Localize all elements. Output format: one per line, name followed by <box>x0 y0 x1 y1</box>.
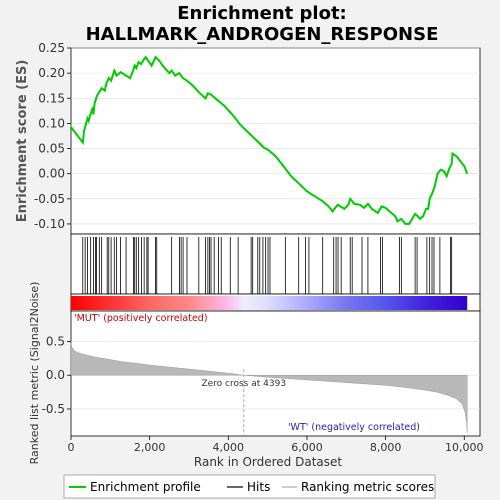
es-tick-label: 0.00 <box>38 167 65 181</box>
legend-hits-label: Hits <box>247 480 270 494</box>
zero-cross-label: Zero cross at 4393 <box>201 379 286 389</box>
es-tick-label: -0.05 <box>34 192 65 206</box>
x-tick-label: 10,000 <box>445 441 484 454</box>
es-gridlines <box>71 47 480 225</box>
legend-frame <box>63 474 436 499</box>
chart-title-line2: HALLMARK_ANDROGEN_RESPONSE <box>86 24 439 45</box>
metric-tick-label: -0.5 <box>42 402 65 416</box>
es-tick-label: 0.20 <box>38 66 65 80</box>
x-tick-label: 2,000 <box>134 441 166 454</box>
metric-tick-label: 0.5 <box>46 334 65 348</box>
ranking-metric-area <box>70 342 468 433</box>
x-tick-label: 4,000 <box>213 441 245 454</box>
rank-color-bar <box>71 296 468 310</box>
es-panel <box>70 47 481 235</box>
x-tick-label: 0 <box>68 441 75 454</box>
x-axis-ticks: 0 2,000 4,000 6,000 8,000 10,000 <box>68 436 484 454</box>
es-tick-label: 0.05 <box>38 142 65 156</box>
es-tick-label: -0.10 <box>34 217 65 231</box>
positive-correlation-label: 'MUT' (positively correlated) <box>74 313 208 324</box>
legend-metric-label: Ranking metric scores <box>301 480 434 494</box>
x-tick-label: 8,000 <box>370 441 402 454</box>
metric-y-axis-ticks: -0.5 0.0 0.5 <box>42 334 71 416</box>
enrichment-profile-line <box>70 55 469 225</box>
legend-enrichment-label: Enrichment profile <box>90 480 201 494</box>
hits-panel <box>70 233 481 295</box>
metric-y-axis-label: Ranked list metric (Signal2Noise) <box>28 282 41 465</box>
x-axis-label: Rank in Ordered Dataset <box>194 455 342 469</box>
legend: Enrichment profile Hits Ranking metric s… <box>63 474 436 499</box>
es-y-axis-ticks: -0.10 -0.05 0.00 0.05 0.10 0.15 0.20 0.25 <box>34 41 71 231</box>
metric-tick-label: 0.0 <box>46 368 65 382</box>
es-y-axis-label: Enrichment score (ES) <box>15 60 30 223</box>
es-tick-label: 0.25 <box>38 41 65 55</box>
chart-title-line1: Enrichment plot: <box>177 3 347 24</box>
x-tick-label: 6,000 <box>291 441 323 454</box>
es-tick-label: 0.10 <box>38 116 65 130</box>
negative-correlation-label: 'WT' (negatively correlated) <box>288 422 420 433</box>
es-tick-label: 0.15 <box>38 91 65 105</box>
hits-markers <box>82 237 453 294</box>
